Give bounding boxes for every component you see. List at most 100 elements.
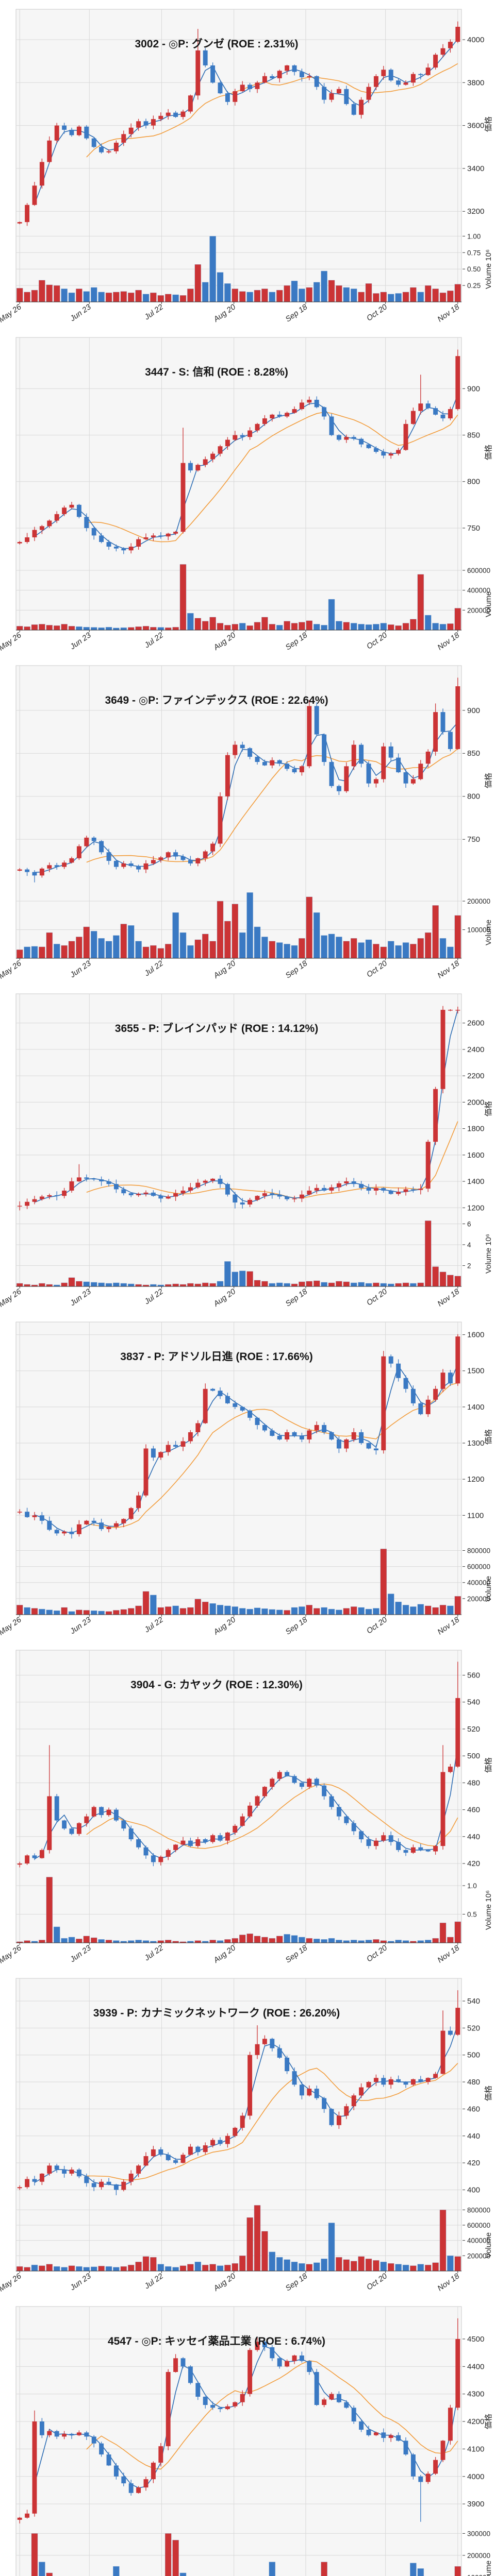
chart-title: 3939 - P: カナミックネットワーク (ROE : 26.20%): [93, 2007, 340, 2019]
x-tick-label: Jul 22: [142, 2272, 165, 2291]
x-tick-label: May 26: [0, 1287, 23, 1309]
x-tick-label: Jul 22: [142, 1287, 165, 1307]
price-tick-label: 400: [467, 2185, 480, 2194]
price-tick-label: 420: [467, 2159, 480, 2167]
price-tick-label: 850: [467, 431, 480, 440]
volume-axis-title: Volume: [484, 2232, 493, 2258]
chart-canvas: May 26 Jun 23 Jul 22 Aug 20 Sep 18 Oct 20 Nov …: [0, 1978, 493, 2293]
price-tick-label: 1200: [467, 1475, 484, 1484]
price-axis-title: 価格: [484, 2414, 493, 2429]
price-tick-label: 4300: [467, 2390, 484, 2399]
x-axis: May 26 Jun 23 Jul 22 Aug 20 Sep 18 Oct 20 Nov …: [0, 1614, 461, 1637]
volume-axis: 2 4 6 Volume 10⁶: [463, 1220, 493, 1274]
price-tick-label: 1200: [467, 1204, 484, 1212]
x-tick-label: Jun 23: [68, 302, 93, 324]
price-tick-label: 520: [467, 2024, 480, 2032]
price-tick-label: 560: [467, 1671, 480, 1680]
price-tick-label: 850: [467, 749, 480, 758]
plot-background: [15, 665, 462, 959]
price-tick-label: 3200: [467, 207, 484, 216]
x-axis: May 26 Jun 23 Jul 22 Aug 20 Sep 18 Oct 20 Nov …: [0, 301, 461, 324]
x-tick-label: Aug 20: [211, 1615, 237, 1637]
x-tick-label: Sep 18: [284, 302, 309, 324]
grid-layer: [16, 666, 461, 958]
x-tick-label: Aug 20: [211, 2272, 237, 2293]
volume-tick-label: 600000: [467, 2222, 490, 2229]
x-tick-label: Nov 18: [436, 631, 461, 652]
price-tick-label: 800: [467, 478, 480, 486]
price-axis: 3900 4000 4100 4200 4300 4400 4500 価格: [463, 2335, 493, 2509]
chart-canvas: May 26 Jun 23 Jul 22 Aug 20 Sep 18 Oct 20 Nov …: [0, 993, 493, 1309]
grid-layer: [16, 337, 461, 630]
x-axis: May 26 Jun 23 Jul 22 Aug 20 Sep 18 Oct 20 Nov …: [0, 1942, 461, 1965]
volume-axis: 100000 200000 300000 Volume: [463, 2530, 493, 2576]
x-tick-label: Sep 18: [284, 1615, 309, 1637]
x-tick-label: Nov 18: [436, 2272, 461, 2293]
stock-chart-3904: May 26 Jun 23 Jul 22 Aug 20 Sep 18 Oct 20 Nov …: [0, 1641, 495, 1969]
volume-tick-label: 200000: [467, 1595, 490, 1603]
x-tick-label: Oct 20: [365, 1615, 389, 1636]
x-tick-label: Nov 18: [436, 1287, 461, 1309]
price-tick-label: 1600: [467, 1151, 484, 1160]
volume-axis-title: Volume: [484, 591, 493, 617]
plot-background: [15, 9, 462, 302]
price-tick-label: 750: [467, 524, 480, 533]
price-tick-label: 520: [467, 1725, 480, 1734]
x-tick-label: Sep 18: [284, 1287, 309, 1309]
ma-long-line: [86, 1783, 458, 1849]
volume-axis: 200000 400000 600000 Volume: [463, 567, 493, 617]
volume-tick-label: 0.50: [467, 265, 481, 273]
grid-layer: [16, 994, 461, 1286]
ma-long-line: [86, 2360, 458, 2470]
price-tick-label: 460: [467, 1806, 480, 1815]
ma-short-line: [34, 1009, 458, 1203]
price-tick-label: 500: [467, 1752, 480, 1760]
x-tick-label: May 26: [0, 1943, 23, 1965]
volume-axis-title: Volume: [484, 1576, 493, 1602]
price-tick-label: 2000: [467, 1098, 484, 1107]
x-axis: May 26 Jun 23 Jul 22 Aug 20 Sep 18 Oct 20 Nov …: [0, 1286, 461, 1309]
volume-tick-label: 6: [467, 1220, 471, 1228]
price-tick-label: 1500: [467, 1367, 484, 1376]
volume-tick-label: 0.25: [467, 282, 481, 290]
price-axis: 1100 1200 1300 1400 1500 1600 価格: [463, 1331, 493, 1520]
candles-layer: [17, 1006, 460, 1211]
candles-layer: [17, 349, 460, 554]
price-tick-label: 2400: [467, 1045, 484, 1054]
x-tick-label: May 26: [0, 631, 23, 653]
x-tick-label: Oct 20: [365, 959, 389, 979]
price-tick-label: 900: [467, 384, 480, 393]
volume-tick-label: 1.0: [467, 1882, 477, 1890]
candles-layer: [17, 677, 460, 883]
x-axis: May 26 Jun 23 Jul 22 Aug 20 Sep 18 Oct 20 Nov …: [0, 2270, 461, 2293]
x-tick-label: Aug 20: [211, 302, 237, 324]
grid-layer: [16, 1322, 461, 1615]
volume-tick-label: 800000: [467, 2206, 490, 2214]
grid-layer: [16, 9, 461, 302]
x-tick-label: Jun 23: [68, 631, 93, 652]
grid-layer: [16, 1978, 461, 2271]
stock-chart-3447: May 26 Jun 23 Jul 22 Aug 20 Sep 18 Oct 20 Nov …: [0, 328, 495, 656]
x-tick-label: Oct 20: [365, 1287, 389, 1308]
x-axis: May 26 Jun 23 Jul 22 Aug 20 Sep 18 Oct 20 Nov …: [0, 958, 461, 980]
ma-short-line: [34, 1364, 458, 1534]
price-tick-label: 1400: [467, 1177, 484, 1186]
price-axis-title: 価格: [484, 1101, 493, 1116]
price-tick-label: 4400: [467, 2362, 484, 2371]
price-tick-label: 1100: [467, 1511, 484, 1520]
chart-canvas: May 26 Jun 23 Jul 22 Aug 20 Sep 18 Oct 20 Nov …: [0, 337, 493, 653]
volume-tick-label: 600000: [467, 567, 490, 574]
volume-tick-label: 200000: [467, 2252, 490, 2260]
price-tick-label: 3900: [467, 2500, 484, 2509]
price-tick-label: 750: [467, 835, 480, 844]
x-tick-label: Jun 23: [68, 1287, 93, 1308]
x-tick-label: Jul 22: [142, 1943, 165, 1963]
volume-axis-title: Volume: [484, 920, 493, 945]
price-tick-label: 500: [467, 2051, 480, 2060]
chart-title: 3837 - P: アドソル日進 (ROE : 17.66%): [120, 1351, 312, 1363]
x-tick-label: Aug 20: [211, 631, 237, 652]
plot-background: [15, 1978, 462, 2272]
volume-tick-label: 0.5: [467, 1911, 477, 1919]
ma-short-line: [34, 2024, 458, 2186]
